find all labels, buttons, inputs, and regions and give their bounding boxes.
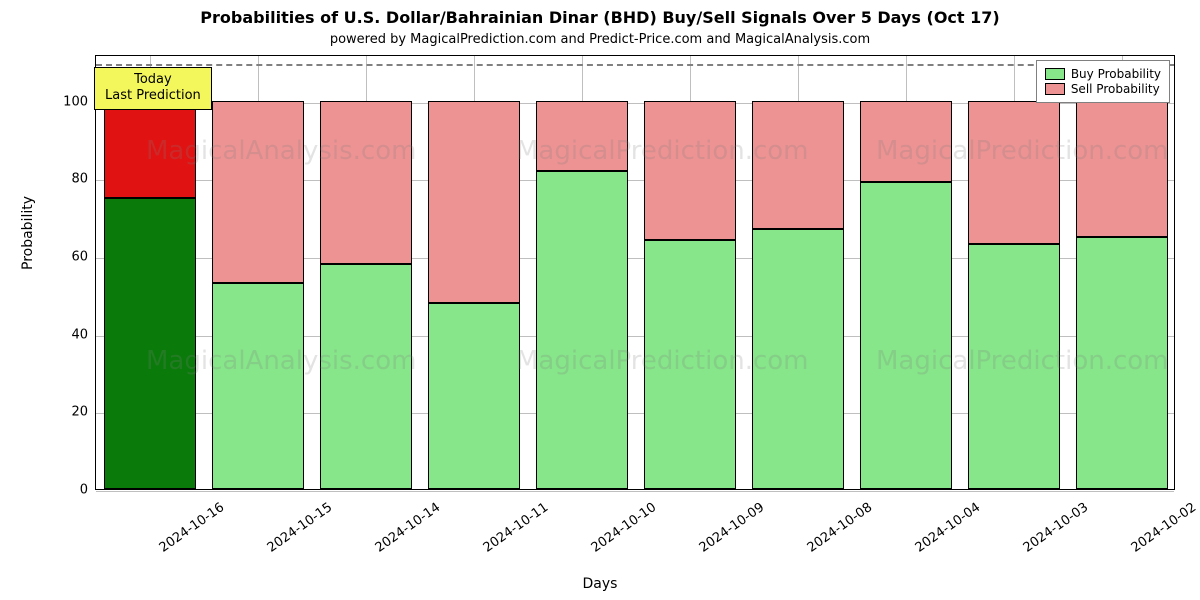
bar-buy [212, 283, 305, 489]
x-tick-label: 2024-10-04 [913, 500, 984, 556]
bar-group [968, 101, 1061, 489]
legend-buy-label: Buy Probability [1071, 67, 1161, 81]
annotation-line1: Today [134, 72, 172, 87]
y-tick-label: 60 [48, 249, 88, 264]
x-tick-label: 2024-10-09 [697, 500, 768, 556]
x-tick-label: 2024-10-10 [589, 500, 660, 556]
bar-buy [428, 303, 521, 489]
bar-sell [644, 101, 737, 241]
bar-group [428, 101, 521, 489]
y-axis-label: Probability [20, 196, 36, 270]
chart-subtitle: powered by MagicalPrediction.com and Pre… [0, 32, 1200, 47]
x-tick-label: 2024-10-11 [481, 500, 552, 556]
bar-buy [752, 229, 845, 489]
bar-buy [104, 198, 197, 489]
annotation-line2: Last Prediction [105, 88, 201, 103]
bar-group [752, 101, 845, 489]
x-tick-label: 2024-10-16 [157, 500, 228, 556]
x-tick-label: 2024-10-15 [265, 500, 336, 556]
chart-title: Probabilities of U.S. Dollar/Bahrainian … [0, 8, 1200, 27]
plot-area: MagicalAnalysis.comMagicalPrediction.com… [95, 55, 1175, 490]
y-tick-label: 40 [48, 327, 88, 342]
legend: Buy Probability Sell Probability [1036, 60, 1170, 103]
y-tick-label: 20 [48, 405, 88, 420]
bar-sell [968, 101, 1061, 245]
bar-group [104, 101, 197, 489]
y-tick-label: 100 [48, 94, 88, 109]
bar-buy [536, 171, 629, 489]
x-tick-label: 2024-10-14 [373, 500, 444, 556]
bar-sell [752, 101, 845, 229]
bar-buy [1076, 237, 1169, 489]
y-tick-label: 0 [48, 483, 88, 498]
bar-group [536, 101, 629, 489]
legend-buy-row: Buy Probability [1045, 67, 1161, 81]
bar-sell [320, 101, 413, 264]
bar-sell [1076, 101, 1169, 237]
today-annotation: Today Last Prediction [94, 67, 212, 110]
legend-sell-swatch [1045, 83, 1065, 95]
bar-buy [320, 264, 413, 489]
legend-sell-label: Sell Probability [1071, 82, 1160, 96]
bar-buy [860, 182, 953, 489]
x-axis-label: Days [0, 576, 1200, 592]
x-tick-label: 2024-10-02 [1129, 500, 1200, 556]
y-tick-label: 80 [48, 172, 88, 187]
bar-sell [536, 101, 629, 171]
x-tick-label: 2024-10-03 [1021, 500, 1092, 556]
chart-container: Probabilities of U.S. Dollar/Bahrainian … [0, 0, 1200, 600]
reference-line [96, 64, 1174, 66]
grid-line-h [96, 491, 1174, 492]
bar-group [644, 101, 737, 489]
legend-buy-swatch [1045, 68, 1065, 80]
bar-group [212, 101, 305, 489]
bar-sell [104, 101, 197, 198]
bar-buy [644, 240, 737, 489]
legend-sell-row: Sell Probability [1045, 82, 1161, 96]
bar-group [320, 101, 413, 489]
bar-group [1076, 101, 1169, 489]
bar-buy [968, 244, 1061, 489]
bar-sell [860, 101, 953, 183]
bar-sell [212, 101, 305, 284]
x-tick-label: 2024-10-08 [805, 500, 876, 556]
bar-sell [428, 101, 521, 303]
bar-group [860, 101, 953, 489]
